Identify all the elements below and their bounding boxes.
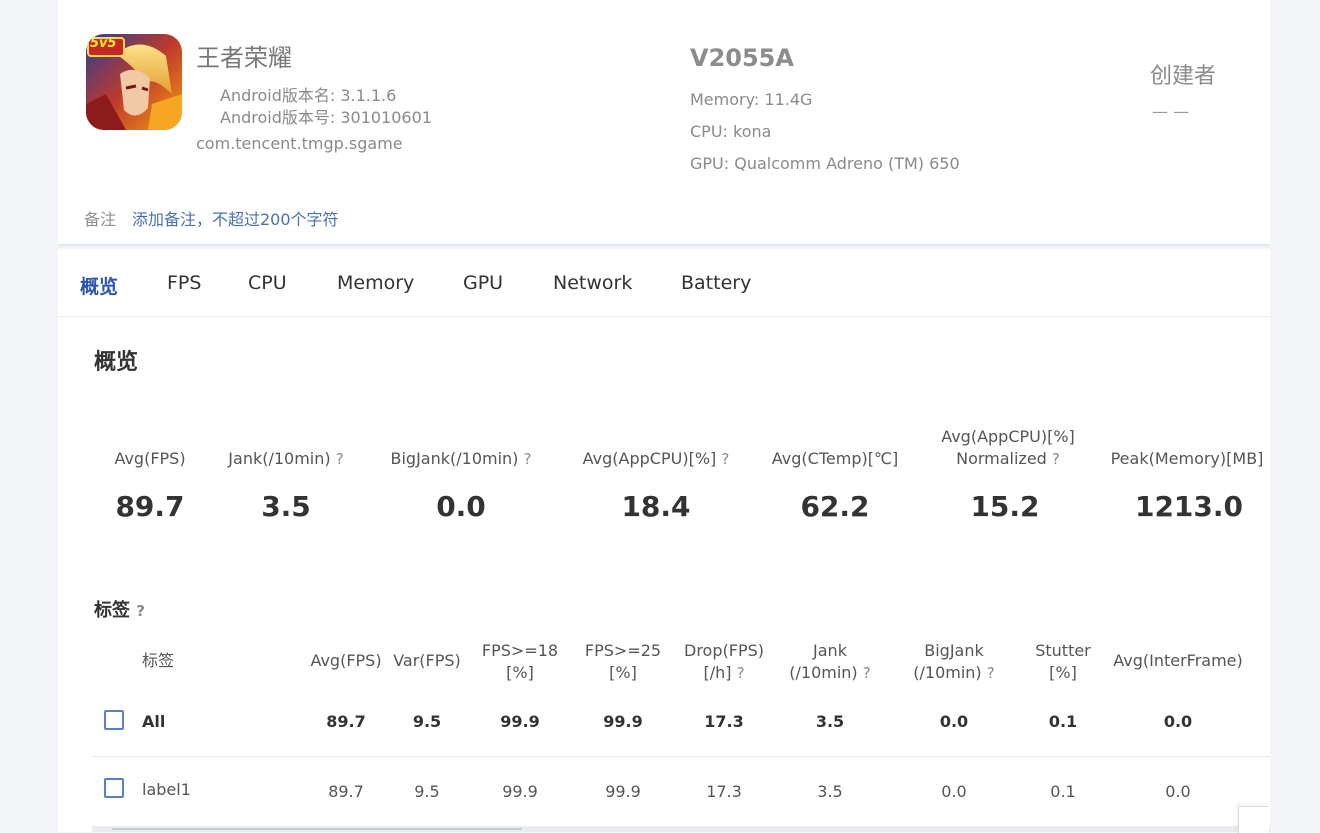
row-name: All <box>142 712 166 731</box>
stat-label-peak-memory: Peak(Memory)[MB] <box>1110 449 1264 468</box>
device-memory: Memory: 11.4G <box>690 90 813 109</box>
cell-fps18: 99.9 <box>502 782 538 801</box>
stat-label-avg-ctemp: Avg(CTemp)[℃] <box>771 449 899 468</box>
col-header-tag: 标签 <box>141 651 174 670</box>
device-name: V2055A <box>690 44 794 72</box>
col-header-avg-interframe: Avg(InterFrame) <box>1113 651 1243 670</box>
add-note-link[interactable]: 添加备注，不超过200个字符 <box>132 210 339 229</box>
help-icon[interactable]: ? <box>1051 450 1060 468</box>
stat-label-bigjank: BigJank(/10min) ? <box>390 449 532 468</box>
stat-label-avg-fps: Avg(FPS) <box>114 449 186 468</box>
app-name: 王者荣耀 <box>196 44 292 72</box>
help-icon[interactable]: ? <box>721 450 730 468</box>
stat-value-avg-ctemp: 62.2 <box>800 490 870 523</box>
cell-bigjank: 0.0 <box>941 782 967 801</box>
tab-bar: 概览 FPS CPU Memory GPU Network Battery <box>58 258 1270 317</box>
horizontal-scrollbar[interactable] <box>92 826 1270 832</box>
stat-label-jank: Jank(/10min) ? <box>228 449 344 468</box>
help-icon[interactable]: ? <box>523 450 532 468</box>
section-title: 概览 <box>94 350 139 375</box>
cell-drop-fps: 17.3 <box>704 712 744 731</box>
tab-gpu[interactable]: GPU <box>463 272 504 294</box>
help-icon[interactable]: ? <box>986 664 995 682</box>
cell-avg-interframe: 0.0 <box>1163 712 1193 731</box>
row-checkbox[interactable] <box>104 710 124 730</box>
notes-label: 备注 <box>84 210 117 229</box>
header-divider <box>58 244 1270 250</box>
col-header-fps25: FPS>=25 [%] <box>584 641 662 682</box>
col-header-jank: Jank (/10min) ? <box>789 641 871 682</box>
cell-fps25: 99.9 <box>605 782 641 801</box>
help-icon[interactable]: ? <box>136 602 145 620</box>
cell-fps18: 99.9 <box>500 712 540 731</box>
cell-stutter: 0.1 <box>1050 782 1076 801</box>
device-gpu: GPU: Qualcomm Adreno (TM) 650 <box>690 154 960 173</box>
cell-drop-fps: 17.3 <box>706 782 742 801</box>
cell-jank: 3.5 <box>817 782 843 801</box>
col-header-var-fps: Var(FPS) <box>393 651 461 670</box>
app-icon <box>86 34 182 130</box>
cell-fps25: 99.9 <box>603 712 643 731</box>
icon-badge-text: 5v5 <box>90 36 117 51</box>
col-header-bigjank: BigJank (/10min) ? <box>913 641 995 682</box>
cell-avg-interframe: 0.0 <box>1165 782 1191 801</box>
cell-var-fps: 9.5 <box>412 712 442 731</box>
package-name: com.tencent.tmgp.sgame <box>196 134 403 153</box>
stat-value-bigjank: 0.0 <box>436 490 486 523</box>
help-icon[interactable]: ? <box>335 450 344 468</box>
android-version-code: Android版本号: 301010601 <box>220 108 432 127</box>
row-name: label1 <box>142 780 191 799</box>
row-divider <box>92 756 1270 757</box>
stat-value-appcpu-normalized: 15.2 <box>970 490 1040 523</box>
floating-widget[interactable] <box>1238 806 1269 833</box>
cell-avg-fps: 89.7 <box>328 782 364 801</box>
col-header-drop-fps: Drop(FPS) [/h] ? <box>684 641 764 682</box>
cell-jank: 3.5 <box>815 712 845 731</box>
report-page: 5v5 王者荣耀 Android版本名: 3.1.1.6 Android版本号:… <box>58 0 1270 833</box>
tab-memory[interactable]: Memory <box>337 272 415 294</box>
tags-title: 标签 ? <box>94 600 145 621</box>
col-header-avg-fps: Avg(FPS) <box>310 651 382 670</box>
android-version-name: Android版本名: 3.1.1.6 <box>220 86 397 105</box>
stat-label-avg-appcpu: Avg(AppCPU)[%] ? <box>582 449 730 468</box>
creator-label: 创建者 <box>1150 64 1217 89</box>
tab-battery[interactable]: Battery <box>681 272 752 294</box>
stat-value-jank: 3.5 <box>261 490 311 523</box>
help-icon[interactable]: ? <box>862 664 871 682</box>
scrollbar-thumb[interactable] <box>112 828 522 830</box>
stat-label-appcpu-normalized: Avg(AppCPU)[%] Normalized ? <box>941 427 1075 468</box>
col-header-fps18: FPS>=18 [%] <box>481 641 559 682</box>
tab-cpu[interactable]: CPU <box>248 272 287 294</box>
stat-value-avg-appcpu: 18.4 <box>621 490 691 523</box>
help-icon[interactable]: ? <box>736 664 745 682</box>
row-checkbox[interactable] <box>104 778 124 798</box>
tab-overview[interactable]: 概览 <box>80 276 119 298</box>
stat-value-peak-memory: 1213.0 <box>1134 490 1244 523</box>
cell-stutter: 0.1 <box>1048 712 1078 731</box>
col-header-stutter: Stutter [%] <box>1035 641 1091 682</box>
tab-fps[interactable]: FPS <box>167 272 202 294</box>
cell-avg-fps: 89.7 <box>326 712 366 731</box>
tab-network[interactable]: Network <box>553 272 633 294</box>
cell-var-fps: 9.5 <box>414 782 440 801</box>
cell-bigjank: 0.0 <box>939 712 969 731</box>
device-cpu: CPU: kona <box>690 122 772 141</box>
stat-value-avg-fps: 89.7 <box>115 490 185 523</box>
creator-value: — — <box>1152 102 1190 121</box>
